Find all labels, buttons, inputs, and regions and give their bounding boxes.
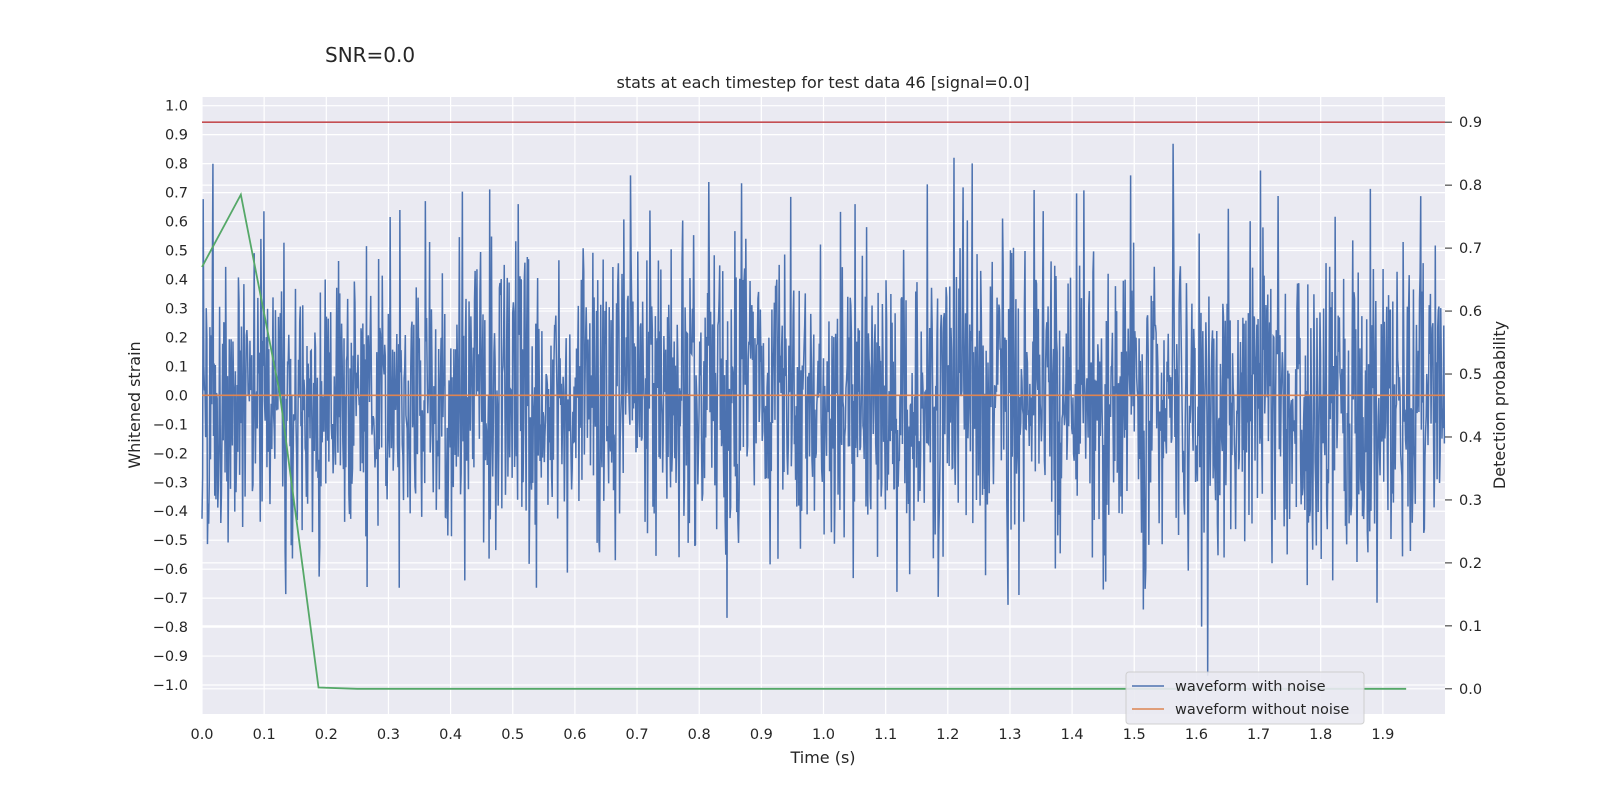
y-tick-label: −0.3 xyxy=(153,475,188,491)
y2-tick-label: 0.8 xyxy=(1459,178,1482,194)
y-tick-label: 0.8 xyxy=(165,157,188,173)
figure-suptitle: SNR=0.0 xyxy=(325,43,415,67)
y-tick-label: −0.7 xyxy=(153,591,188,607)
y2-tick-label: 0.2 xyxy=(1459,556,1482,572)
y-tick-label: 0.7 xyxy=(165,186,188,202)
x-tick-label: 0.8 xyxy=(688,727,711,743)
y2-tick-label: 0.9 xyxy=(1459,115,1482,131)
x-tick-label: 0.9 xyxy=(750,727,773,743)
y-tick-label: 0.3 xyxy=(165,301,188,317)
y-tick-label: 0.1 xyxy=(165,359,188,375)
x-tick-label: 1.3 xyxy=(998,727,1021,743)
x-tick-label: 1.9 xyxy=(1371,727,1394,743)
series-waveform-with-noise xyxy=(201,143,1446,676)
legend: waveform with noise waveform without noi… xyxy=(1125,671,1365,725)
y-tick-label: 0.0 xyxy=(165,388,188,404)
y-tick-label: −0.8 xyxy=(153,620,188,636)
y2-tick-label: 0.0 xyxy=(1459,682,1482,698)
y-tick-label: −0.9 xyxy=(153,649,188,665)
y2-tick-label: 0.7 xyxy=(1459,241,1482,257)
y2-axis-label: Detection probability xyxy=(1490,321,1509,489)
x-tick-label: 0.2 xyxy=(315,727,338,743)
x-tick-label: 0.1 xyxy=(253,727,276,743)
y-tick-label: 0.6 xyxy=(165,215,188,231)
x-axis-label: Time (s) xyxy=(789,748,855,767)
y2-tick-label: 0.5 xyxy=(1459,367,1482,383)
y2-tick-label: 0.1 xyxy=(1459,619,1482,635)
y-tick-label: 1.0 xyxy=(165,99,188,115)
y2-tick-label: 0.4 xyxy=(1459,430,1482,446)
y-tick-label: 0.9 xyxy=(165,128,188,144)
x-tick-labels: 0.0 0.1 0.2 0.3 0.4 0.5 0.6 0.7 0.8 0.9 1.0 1.1 1.2 1… xyxy=(190,727,1394,743)
y-axis-label: Whitened strain xyxy=(125,341,144,468)
x-tick-label: 1.2 xyxy=(936,727,959,743)
x-tick-label: 1.0 xyxy=(812,727,835,743)
x-tick-label: 0.7 xyxy=(626,727,649,743)
y-tick-label: −0.6 xyxy=(153,562,188,578)
y-tick-label: −0.1 xyxy=(153,417,188,433)
x-tick-label: 1.8 xyxy=(1309,727,1332,743)
y2-tick-labels: 0.9 0.8 0.7 0.6 0.5 0.4 0.3 0.2 0.1 0.0 xyxy=(1445,115,1482,698)
chart-title: stats at each timestep for test data 46 … xyxy=(617,73,1030,92)
y-tick-label: 0.2 xyxy=(165,330,188,346)
x-tick-label: 1.5 xyxy=(1123,727,1146,743)
x-tick-label: 0.5 xyxy=(501,727,524,743)
y-tick-label: −0.2 xyxy=(153,446,188,462)
x-tick-label: 0.6 xyxy=(563,727,586,743)
noise-trace xyxy=(201,143,1446,676)
x-tick-label: 0.0 xyxy=(190,727,213,743)
y-tick-label: −1.0 xyxy=(153,678,188,694)
x-tick-label: 1.7 xyxy=(1247,727,1270,743)
x-tick-label: 1.4 xyxy=(1061,727,1084,743)
legend-box xyxy=(1125,671,1365,725)
y-tick-labels: 1.0 0.9 0.8 0.7 0.6 0.5 0.4 0.3 0.2 0.1 0.0 −0.1 −0.… xyxy=(153,99,188,694)
x-tick-label: 1.6 xyxy=(1185,727,1208,743)
x-tick-label: 0.3 xyxy=(377,727,400,743)
x-tick-label: 0.4 xyxy=(439,727,462,743)
y-tick-label: 0.4 xyxy=(165,272,188,288)
y-tick-label: 0.5 xyxy=(165,244,188,260)
x-tick-label: 1.1 xyxy=(874,727,897,743)
y-tick-label: −0.4 xyxy=(153,504,188,520)
y2-tick-label: 0.6 xyxy=(1459,304,1482,320)
y-tick-label: −0.5 xyxy=(153,533,188,549)
y2-tick-label: 0.3 xyxy=(1459,493,1482,509)
legend-label-noise: waveform with noise xyxy=(1175,679,1326,695)
legend-label-clean: waveform without noise xyxy=(1175,702,1349,718)
